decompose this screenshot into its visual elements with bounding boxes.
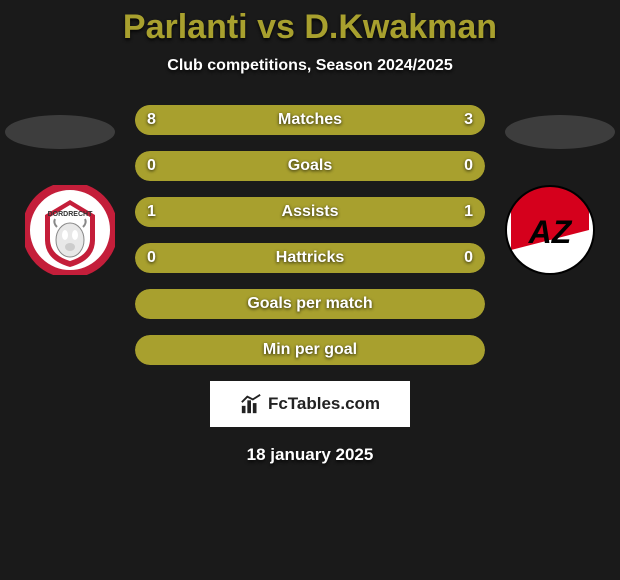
stat-value-left: 0: [147, 249, 156, 267]
stat-label: Hattricks: [276, 249, 344, 267]
subtitle: Club competitions, Season 2024/2025: [0, 57, 620, 75]
stat-value-right: 0: [464, 157, 473, 175]
stat-label: Goals per match: [247, 295, 372, 313]
stat-bars: Matches83Goals00Assists11Hattricks00Goal…: [135, 105, 485, 365]
stat-row: Goals 0 0: [135, 151, 485, 181]
stat-label: Min per goal: [263, 341, 357, 359]
stat-row: Assists 1 1: [135, 197, 485, 227]
branding-text: FcTables.com: [268, 394, 380, 414]
date-label: 18 january 2025: [0, 445, 620, 465]
stat-value-right: 3: [464, 111, 473, 129]
stat-value-right: 0: [464, 249, 473, 267]
team-badge-right: AZ: [505, 185, 595, 275]
stat-row: Min per goal: [135, 335, 485, 365]
stat-label: Goals: [288, 157, 332, 175]
stat-row: Hattricks 0 0: [135, 243, 485, 273]
comparison-card: Parlanti vs D.Kwakman Club competitions,…: [0, 0, 620, 580]
svg-text:DORDRECHT: DORDRECHT: [48, 211, 93, 218]
stat-value-left: 8: [147, 111, 156, 129]
shadow-ellipse-left: [5, 115, 115, 149]
stat-label: Assists: [282, 203, 339, 221]
stat-label: Matches: [278, 111, 342, 129]
az-logo-icon: AZ: [505, 185, 595, 275]
stat-value-right: 1: [464, 203, 473, 221]
stat-value-left: 1: [147, 203, 156, 221]
team-badge-left: DORDRECHT: [25, 185, 115, 275]
stat-value-left: 0: [147, 157, 156, 175]
chart-icon: [240, 393, 262, 415]
stats-area: DORDRECHT AZ Matches 8 3 Goals 0 0 Assists 1 1 Ha…: [0, 105, 620, 365]
stat-row: Matches 8 3: [135, 105, 485, 135]
svg-text:AZ: AZ: [528, 214, 573, 250]
stat-row: Goals per match: [135, 289, 485, 319]
stat-bar-fill-left: [135, 105, 389, 135]
branding-banner[interactable]: FcTables.com: [210, 381, 410, 427]
page-title: Parlanti vs D.Kwakman: [0, 0, 620, 47]
shadow-ellipse-right: [505, 115, 615, 149]
dordrecht-logo-icon: DORDRECHT: [25, 185, 115, 275]
